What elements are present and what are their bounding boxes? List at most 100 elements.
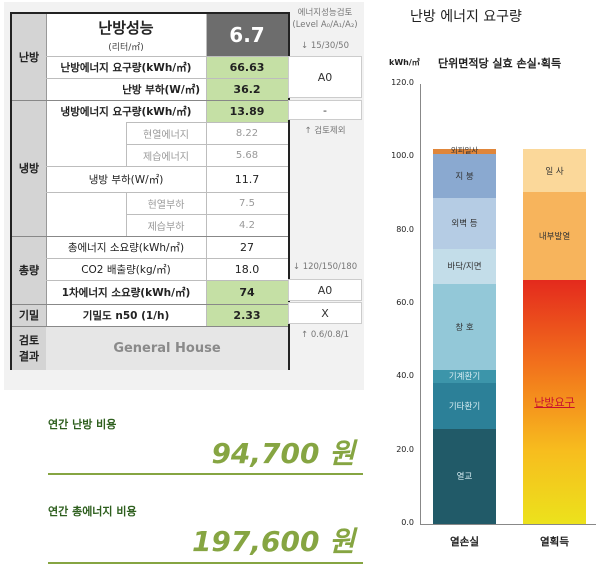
loss-segment: 기타환기 <box>433 382 496 429</box>
primary-threshold: ↓ 120/150/180 <box>292 262 358 272</box>
co2-label: CO2 배출량(kg/㎡) <box>81 263 171 276</box>
cooling-load-value: 11.7 <box>234 172 260 186</box>
grid-line <box>46 280 288 281</box>
loss-segment: 외피일사 <box>433 146 496 155</box>
segment-label: 창 호 <box>455 322 474 333</box>
grid-line <box>12 326 288 327</box>
chart-subtitle: 단위면적당 실효 손실·획득 <box>438 57 562 70</box>
result-value: General House <box>46 326 288 370</box>
review-header-line2: (Level A₀/A₁/A₂) <box>292 20 358 30</box>
grid-line <box>46 192 288 193</box>
segment-label: 일 사 <box>545 166 564 177</box>
cooling-review-note: ↑ 검토제외 <box>304 126 346 136</box>
heating-perf-title: 난방성능 <box>98 19 154 37</box>
loss-segment: 바닥/지면 <box>433 249 496 284</box>
sensible-load-value: 7.5 <box>239 197 255 209</box>
section-result: 검토 결과 <box>12 326 46 370</box>
segment-label: 지 붕 <box>455 171 474 182</box>
latent-load-value: 4.2 <box>239 219 255 231</box>
performance-table: 난방 냉방 총량 기밀 검토 결과 난방성능 (리터/㎡) 6.7 난방에너지 … <box>10 12 290 370</box>
y-tick-label: 100.0 <box>391 151 414 161</box>
sensible-load-label: 현열부하 <box>147 199 185 211</box>
airtight-review-result: X <box>288 302 362 324</box>
grid-line <box>46 78 288 79</box>
y-axis <box>420 84 421 524</box>
grid-line <box>46 258 288 259</box>
y-tick-label: 20.0 <box>396 444 414 454</box>
grid-line <box>46 14 47 326</box>
loss-segment: 지 붕 <box>433 153 496 198</box>
section-cooling: 냉방 <box>12 100 46 236</box>
loss-segment: 기계환기 <box>433 370 496 383</box>
grid-line <box>12 236 288 237</box>
heating-threshold: ↓ 15/30/50 <box>301 41 349 51</box>
grid-line <box>206 14 207 326</box>
segment-label: 바닥/지면 <box>447 262 482 273</box>
cooling-review-result: - <box>288 100 362 120</box>
y-tick-label: 120.0 <box>391 78 414 87</box>
gain-segment: 난방요구 <box>523 279 586 524</box>
x-axis <box>420 524 596 525</box>
stacked-bar-chart: 0.0 20.0 40.0 60.0 80.0 100.0 120.0 열교 기타환기 기계환기 창… <box>370 70 600 560</box>
segment-label: 외벽 등 <box>451 219 478 230</box>
heating-load-label: 난방 부하(W/㎡) <box>122 83 200 96</box>
cooling-demand-label: 냉방에너지 요구량(kWh/㎡) <box>60 105 192 118</box>
heating-perf-title-cell: 난방성능 (리터/㎡) <box>46 14 206 56</box>
heating-demand-value: 66.63 <box>206 56 288 78</box>
segment-label: 열교 <box>456 472 473 483</box>
review-header-line1: 에너지성능검토 <box>297 8 353 18</box>
result-section-line1: 검토 <box>18 334 40 347</box>
segment-label: 내부발열 <box>538 231 571 242</box>
x-category-label: 열획득 <box>540 536 569 548</box>
loss-segment: 창 호 <box>433 283 496 370</box>
segment-label: 난방요구 <box>534 395 575 409</box>
total-energy-value: 27 <box>240 240 254 254</box>
heating-cost-value: 94,700 원 <box>211 437 355 470</box>
review-header: 에너지성능검토 (Level A₀/A₁/A₂) <box>288 4 362 34</box>
cooling-load-label: 냉방 부하(W/㎡) <box>88 173 164 186</box>
heating-cost-label: 연간 난방 비용 <box>48 418 117 431</box>
section-heating: 난방 <box>12 14 46 100</box>
chart-title: 난방 에너지 요구량 <box>410 9 522 25</box>
airtight-label: 기밀도 n50 (1/h) <box>82 309 170 322</box>
latent-energy-value: 5.68 <box>235 149 259 161</box>
chart-y-unit: kWh/㎡ <box>389 58 420 67</box>
y-tick-label: 0.0 <box>401 518 414 527</box>
total-cost-underline <box>48 562 363 564</box>
segment-label: 외피일사 <box>450 145 479 155</box>
section-airtight: 기밀 <box>12 304 46 326</box>
y-tick-label: 80.0 <box>396 224 414 234</box>
x-category-label: 열손실 <box>450 536 479 548</box>
heating-review-result: A0 <box>288 56 362 98</box>
heating-demand-label: 난방에너지 요구량(kWh/㎡) <box>60 61 192 74</box>
latent-energy-label: 제습에너지 <box>143 151 189 163</box>
latent-load-label: 제습부하 <box>147 221 185 233</box>
grid-line <box>126 122 288 123</box>
primary-review-result: A0 <box>288 279 362 301</box>
total-cost-label: 연간 총에너지 비용 <box>48 505 137 518</box>
sensible-energy-value: 8.22 <box>235 127 259 139</box>
heating-perf-value: 6.7 <box>206 14 288 56</box>
primary-energy-value: 74 <box>206 280 288 304</box>
grid-line <box>12 100 288 101</box>
y-tick-label: 40.0 <box>396 371 414 381</box>
y-tick-label: 60.0 <box>396 298 414 307</box>
grid-line <box>12 304 288 305</box>
segment-label: 기타환기 <box>448 401 481 412</box>
grid-line <box>126 214 288 215</box>
section-total: 총량 <box>12 236 46 304</box>
grid-line <box>46 56 288 57</box>
grid-line <box>126 144 288 145</box>
gain-segment: 내부발열 <box>523 192 586 280</box>
airtight-threshold: ↑ 0.6/0.8/1 <box>301 330 349 340</box>
heating-perf-unit: (리터/㎡) <box>108 43 144 53</box>
gain-segment: 일 사 <box>523 148 586 193</box>
loss-segment: 외벽 등 <box>433 197 496 249</box>
primary-energy-label: 1차에너지 소요량(kWh/㎡) <box>61 286 191 299</box>
total-energy-label: 총에너지 소요량(kWh/㎡) <box>67 241 185 254</box>
airtight-value: 2.33 <box>206 304 288 326</box>
loss-segment: 열교 <box>433 428 496 524</box>
sensible-energy-label: 현열에너지 <box>143 129 189 141</box>
co2-value: 18.0 <box>234 262 260 276</box>
result-section-line2: 결과 <box>18 350 40 363</box>
